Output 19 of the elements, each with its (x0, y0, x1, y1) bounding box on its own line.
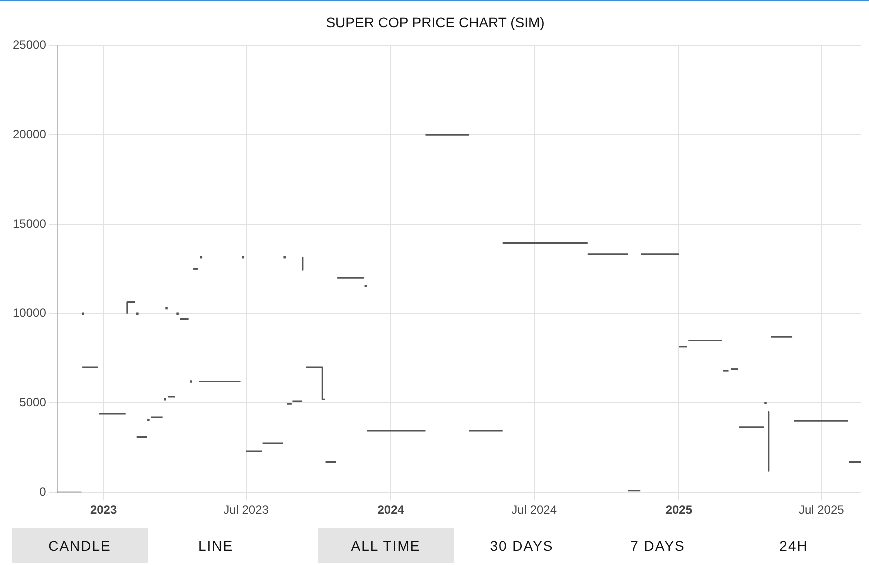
y-tick-label: 15000 (12, 216, 47, 231)
text: ALL TIME (318, 528, 454, 563)
y-tick-label: 0 (40, 484, 47, 499)
y-tick-label: 25000 (12, 38, 47, 52)
x-tick-label: 2025 (666, 503, 693, 518)
chart-title: SUPER COP PRICE CHART (SIM) (326, 14, 545, 30)
text: 7 DAYS (630, 536, 686, 556)
y-tick-label: 5000 (20, 396, 47, 410)
x-tick-label: Jul 2024 (512, 503, 558, 518)
x-tick-label: Jul 2023 (224, 503, 270, 518)
x-tick-label: 2024 (378, 503, 405, 518)
text: LINE (197, 536, 235, 556)
text: 30 DAYS (489, 536, 555, 556)
x-tick-label: Jul 2025 (798, 503, 845, 518)
y-tick-label: 20000 (12, 127, 47, 142)
y-tick-label: 10000 (12, 306, 47, 320)
x-tick-label: 2023 (90, 503, 118, 518)
text: CANDLE (12, 528, 148, 563)
text: 24H (778, 536, 810, 556)
